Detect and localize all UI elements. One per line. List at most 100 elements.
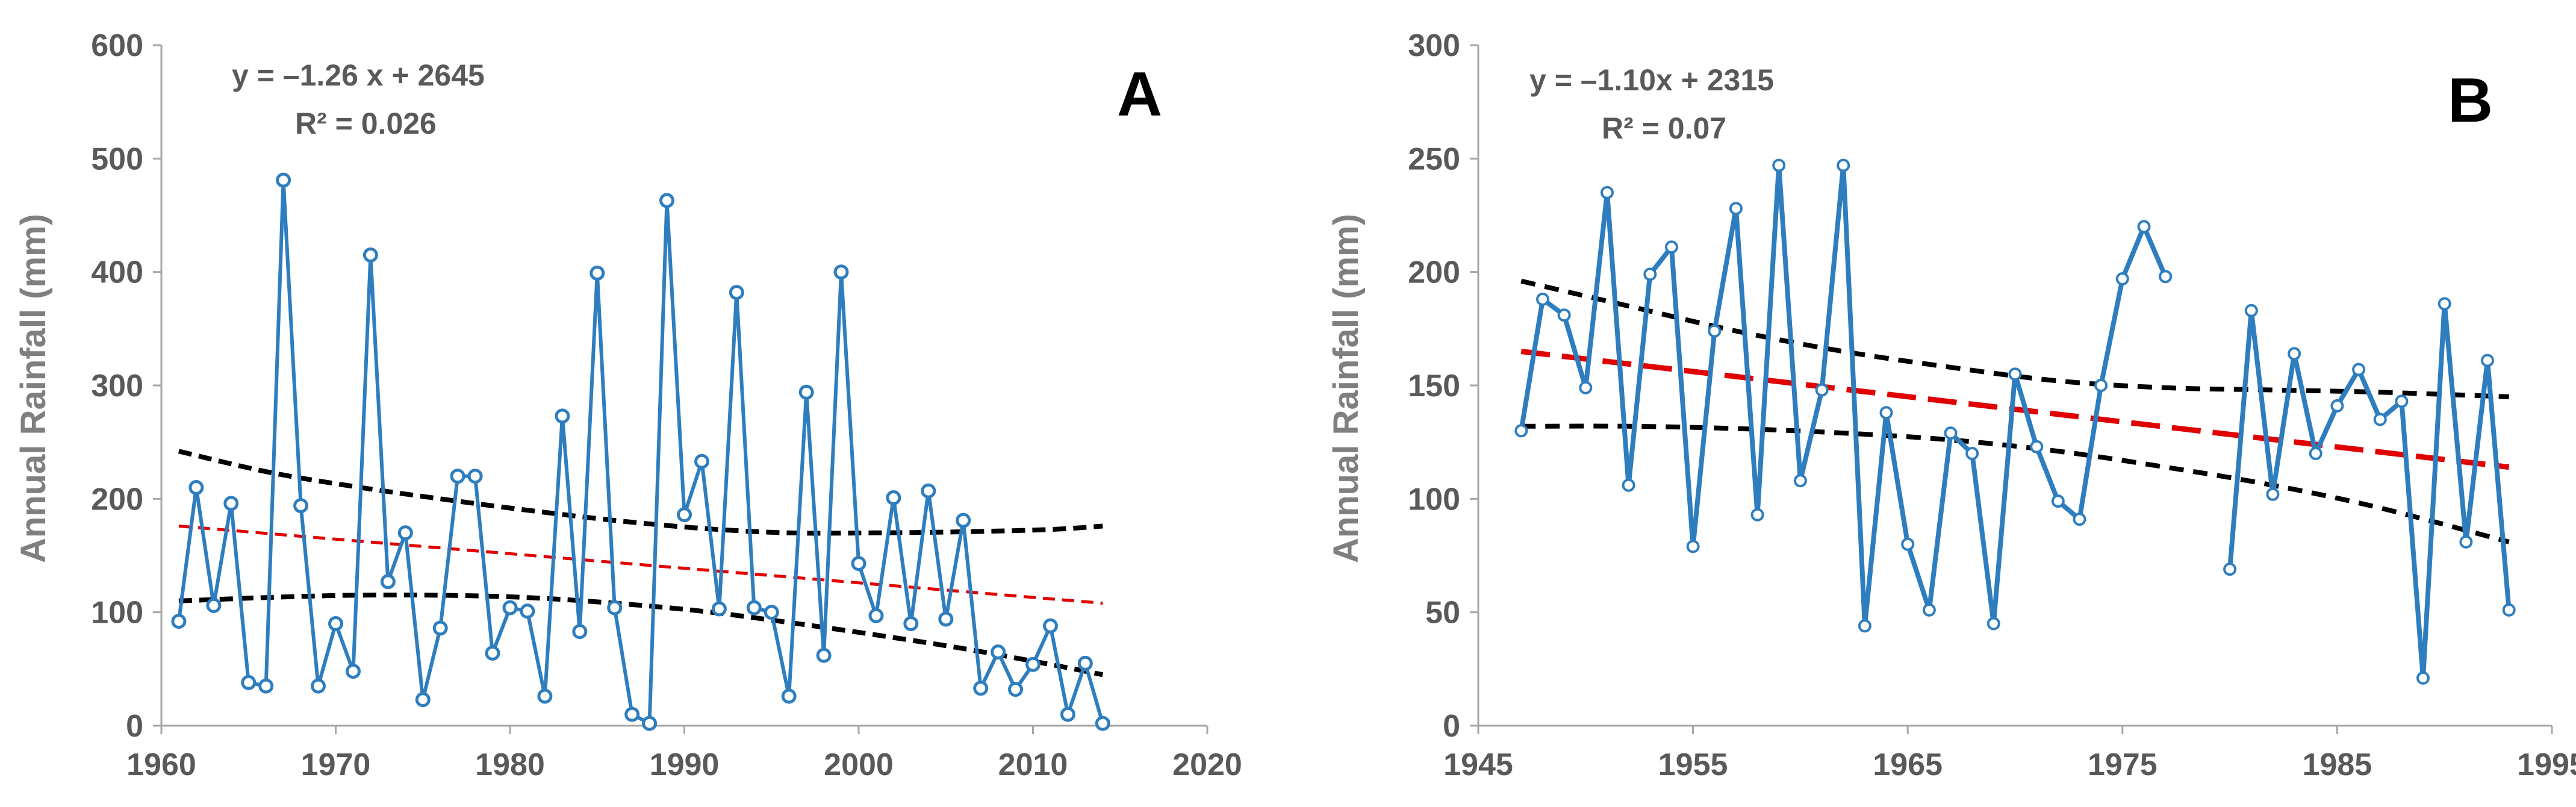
data-point-b (2094, 379, 2108, 392)
data-point-a (711, 601, 727, 617)
data-point-a (886, 490, 901, 505)
data-point-b (2159, 270, 2173, 284)
data-point-b (2288, 347, 2301, 361)
data-point-a (903, 616, 919, 631)
chart-panel-b: Annual Rainfall (mm) y = –1.10x + 2315 R… (1327, 28, 2576, 782)
data-point-b (2395, 394, 2409, 408)
data-point-b (2373, 413, 2387, 426)
data-point-a (223, 496, 239, 511)
data-point-b (2115, 272, 2129, 285)
y-tick-label-b: 250 (1408, 142, 1460, 176)
x-tick-label-b: 1965 (1873, 747, 1943, 782)
chart-panel-a: Annual Rainfall (mm) y = –1.26 x + 2645 … (14, 28, 1242, 782)
data-point-a (677, 507, 692, 523)
data-point-a (572, 624, 588, 640)
trend-line-b (1520, 349, 2510, 470)
data-point-a (450, 469, 465, 484)
series-line-b-0 (1519, 163, 2168, 629)
x-tick-label-a: 2020 (1172, 747, 1242, 782)
data-point-a (642, 715, 658, 731)
data-point-a (921, 483, 936, 499)
data-point-b (2502, 603, 2516, 617)
data-point-b (1729, 202, 1743, 216)
panel-a-label: A (1117, 60, 1162, 129)
data-point-b (2223, 562, 2237, 576)
data-point-b (1514, 424, 1528, 438)
x-tick-label-b: 1975 (2088, 747, 2158, 782)
x-tick-label-a: 1960 (126, 747, 196, 782)
data-point-b (2137, 220, 2151, 234)
data-point-a (729, 285, 744, 301)
trend-line-a (178, 525, 1103, 605)
series-line-a-0 (176, 178, 1105, 726)
x-tick-label-a: 2000 (824, 747, 894, 782)
panel-b-equation: y = –1.10x + 2315 (1529, 63, 1774, 97)
data-point-b (1879, 406, 1893, 420)
confidence-lower-line-b (1521, 423, 2510, 544)
data-point-a (607, 600, 623, 615)
data-point-a (851, 556, 866, 572)
panel-b-r-squared: R² = 0.07 (1602, 111, 1726, 145)
y-tick-label-a: 300 (91, 369, 143, 404)
data-point-a (798, 384, 814, 400)
x-tick-label-b: 1985 (2303, 747, 2372, 782)
data-point-b (2459, 535, 2473, 549)
data-point-b (2073, 513, 2086, 526)
data-point-a (276, 172, 291, 188)
data-point-b (2330, 399, 2344, 413)
series-line-b-1 (2227, 301, 2512, 681)
data-point-a (781, 688, 797, 704)
y-tick-label-b: 100 (1408, 482, 1460, 517)
data-point-a (694, 453, 709, 469)
data-point-b (1965, 447, 1979, 460)
data-point-b (2309, 447, 2322, 460)
data-point-a (467, 469, 483, 484)
panel-b-label: B (2448, 66, 2493, 136)
data-point-a (938, 611, 954, 627)
data-point-b (1536, 292, 1549, 306)
data-point-a (1060, 706, 1075, 722)
data-point-a (241, 675, 257, 690)
y-tick-label-a: 600 (91, 28, 143, 63)
data-point-b (1815, 383, 1829, 397)
data-point-b (1664, 240, 1678, 254)
data-point-a (991, 644, 1006, 660)
data-point-a (188, 480, 204, 495)
y-tick-label-b: 50 (1425, 596, 1460, 631)
data-point-a (868, 608, 884, 623)
panel-a-r-squared: R² = 0.026 (295, 107, 437, 140)
data-point-b (1643, 267, 1657, 281)
data-point-b (2008, 367, 2022, 381)
data-point-b (1944, 426, 1958, 440)
data-point-a (746, 600, 762, 615)
data-point-a (590, 266, 605, 281)
y-tick-label-b: 200 (1408, 255, 1460, 290)
data-point-a (537, 688, 553, 704)
data-point-b (1793, 474, 1807, 488)
data-point-b (1901, 537, 1915, 551)
confidence-upper-line-b (1520, 278, 2509, 399)
data-point-a (816, 647, 832, 663)
data-point-a (1008, 682, 1023, 697)
data-point-a (624, 706, 640, 722)
data-point-b (2352, 363, 2366, 376)
x-tick-label-a: 1970 (301, 747, 371, 782)
data-point-b (1986, 617, 2000, 631)
data-point-b (2244, 304, 2258, 317)
data-point-a (833, 264, 849, 280)
data-point-a (1043, 618, 1058, 634)
data-point-a (171, 614, 187, 629)
data-point-a (311, 678, 326, 694)
data-point-a (520, 603, 535, 619)
y-tick-label-a: 400 (91, 255, 143, 290)
data-point-b (1557, 308, 1571, 322)
data-point-b (1858, 619, 1871, 633)
data-point-a (380, 574, 396, 590)
data-point-b (2416, 671, 2430, 685)
y-tick-label-a: 0 (126, 709, 143, 744)
confidence-lower-line-a (178, 592, 1104, 678)
data-point-b (1622, 478, 1635, 492)
panel-a-ylabel: Annual Rainfall (mm) (14, 214, 53, 563)
